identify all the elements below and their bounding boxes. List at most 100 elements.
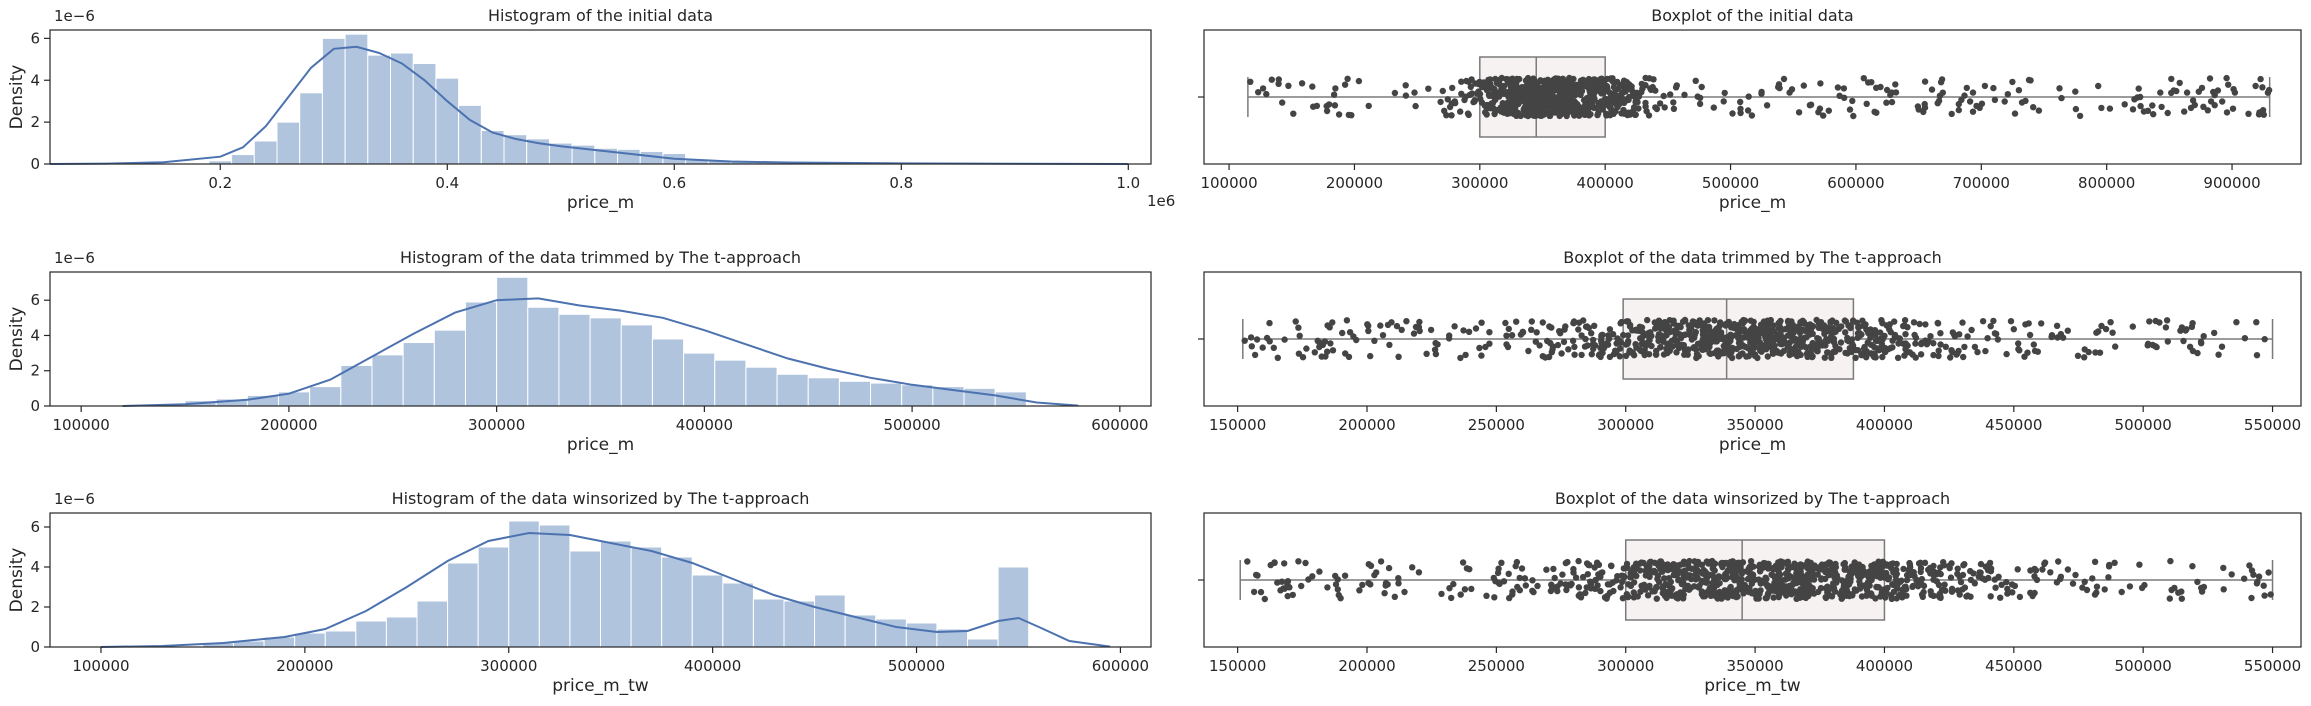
strip-point	[1849, 317, 1857, 324]
strip-point	[1703, 558, 1711, 565]
x-tick-label: 600000	[1827, 174, 1884, 192]
strip-point	[1930, 592, 1937, 599]
strip-point	[2230, 86, 2237, 93]
subplot-title: Boxplot of the data winsorized by The t-…	[1555, 489, 1950, 508]
strip-point	[1505, 325, 1513, 333]
strip-point	[1588, 330, 1595, 337]
strip-point	[1391, 89, 1399, 97]
strip-point	[1849, 97, 1856, 105]
strip-point	[1411, 89, 1418, 96]
strip-point	[1692, 576, 1700, 583]
x-tick-label: 200000	[1326, 174, 1383, 192]
strip-point	[1755, 576, 1763, 583]
strip-point	[1468, 585, 1475, 593]
strip-point	[1592, 585, 1599, 592]
strip-point	[1309, 83, 1316, 90]
strip-point	[1890, 566, 1897, 574]
x-tick-label: 400000	[1856, 657, 1913, 675]
strip-point	[1757, 567, 1764, 574]
strip-point	[1699, 327, 1707, 334]
strip-point	[1682, 331, 1689, 338]
strip-point	[1610, 98, 1617, 105]
strip-point	[1516, 587, 1524, 594]
subplot-title: Boxplot of the data trimmed by The t-app…	[1563, 248, 1942, 267]
strip-point	[1656, 100, 1664, 107]
strip-point	[1844, 334, 1851, 342]
strip-point	[1652, 104, 1659, 111]
strip-point	[1546, 79, 1554, 86]
strip-point	[1654, 319, 1662, 326]
strip-point	[1259, 344, 1266, 351]
strip-point	[1577, 594, 1585, 601]
strip-point	[1796, 329, 1804, 337]
strip-point	[2167, 557, 2174, 565]
strip-point	[1889, 337, 1896, 344]
strip-point	[1637, 335, 1644, 342]
strip-point	[1519, 97, 1527, 105]
strip-point	[1596, 351, 1604, 358]
strip-point	[1335, 111, 1343, 118]
strip-point	[2215, 351, 2222, 358]
strip-point	[1737, 577, 1744, 584]
strip-point	[1772, 578, 1779, 586]
strip-point	[1777, 329, 1784, 336]
x-tick-label: 200000	[1338, 416, 1395, 434]
x-tick-label: 250000	[1468, 657, 1525, 675]
strip-point	[1685, 586, 1693, 593]
strip-point	[1795, 109, 1803, 116]
strip-point	[1670, 571, 1678, 579]
strip-point	[1476, 344, 1483, 352]
strip-point	[1643, 332, 1651, 339]
strip-point	[1764, 353, 1772, 360]
y-axis-label: Density	[7, 65, 27, 130]
strip-point	[1257, 588, 1265, 596]
strip-point	[2250, 571, 2257, 578]
strip-point	[2204, 107, 2211, 114]
strip-point	[2015, 340, 2022, 347]
strip-point	[1625, 93, 1633, 101]
strip-point	[1748, 112, 1756, 119]
strip-point	[1685, 565, 1692, 572]
strip-point	[1590, 345, 1597, 353]
strip-point	[1274, 579, 1281, 586]
strip-point	[1987, 323, 1994, 330]
strip-point	[1451, 98, 1459, 105]
strip-point	[2175, 589, 2182, 596]
strip-point	[1505, 79, 1512, 87]
histogram-bar	[433, 329, 466, 407]
strip-point	[1705, 588, 1712, 595]
strip-point	[1674, 567, 1681, 574]
strip-point	[1244, 558, 1251, 565]
strip-point	[2162, 324, 2170, 331]
strip-point	[1437, 98, 1444, 106]
strip-point	[1451, 323, 1458, 330]
strip-point	[2248, 594, 2255, 602]
strip-point	[1559, 571, 1566, 578]
strip-point	[1549, 91, 1556, 99]
strip-point	[1539, 319, 1547, 326]
strip-point	[2194, 578, 2201, 586]
y-axis-label: Density	[7, 548, 27, 613]
strip-point	[1495, 579, 1502, 587]
histogram-bar	[321, 37, 346, 165]
strip-point	[1877, 335, 1885, 342]
strip-point	[2200, 103, 2207, 111]
strip-point	[2211, 329, 2218, 337]
strip-point	[1727, 583, 1734, 591]
strip-point	[2095, 82, 2102, 90]
strip-point	[1960, 353, 1967, 361]
strip-point	[1325, 101, 1333, 108]
x-tick-label: 100000	[72, 657, 129, 675]
strip-point	[2022, 97, 2029, 105]
strip-point	[1806, 102, 1814, 109]
strip-point	[1497, 88, 1504, 95]
strip-point	[1709, 572, 1717, 580]
strip-point	[1838, 595, 1845, 602]
strip-point	[1377, 322, 1384, 329]
strip-point	[1520, 110, 1528, 118]
strip-point	[1659, 323, 1667, 331]
strip-point	[1292, 318, 1299, 325]
strip-point	[1788, 591, 1795, 598]
strip-point	[1423, 350, 1430, 357]
strip-point	[1562, 323, 1569, 330]
